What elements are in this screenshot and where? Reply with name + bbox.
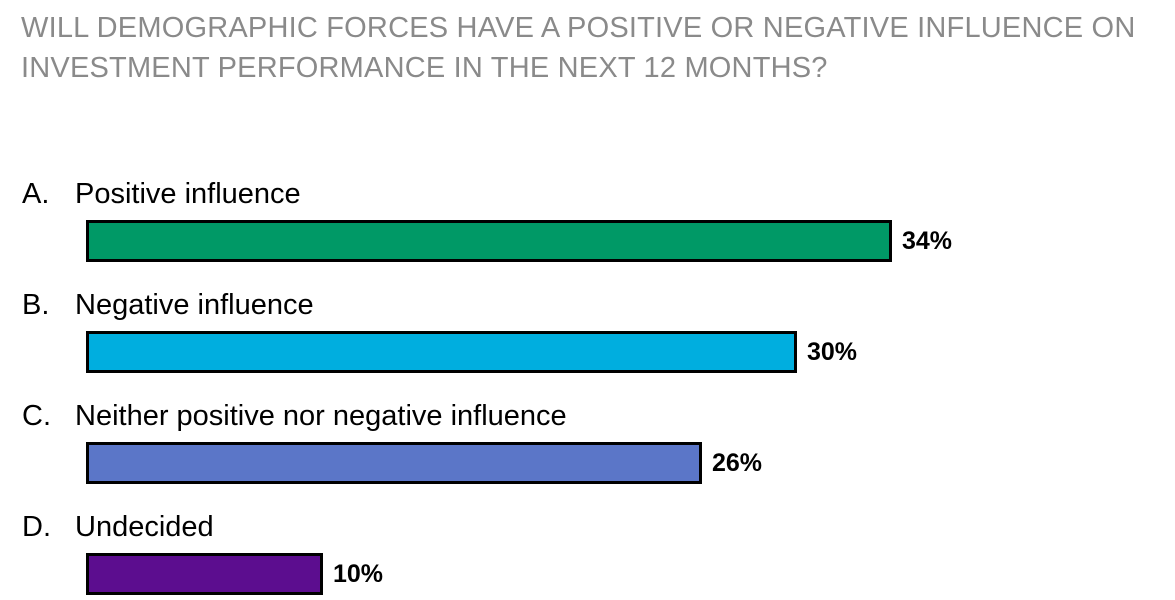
option-letter: B.: [22, 289, 50, 321]
option-label-row: A. Positive influence: [0, 178, 1175, 211]
option-bar-row: 10%: [0, 553, 1175, 595]
option-value-label: 10%: [333, 559, 384, 588]
option-bar: [86, 442, 702, 484]
option-label-row: C. Neither positive nor negative influen…: [0, 400, 1175, 433]
option-letter: C.: [22, 400, 51, 432]
option-label-row: B. Negative influence: [0, 289, 1175, 322]
option-label: Neither positive nor negative influence: [75, 400, 567, 432]
option-bar: [86, 220, 892, 262]
option-bar: [86, 331, 797, 373]
poll-option: C. Neither positive nor negative influen…: [0, 400, 1175, 484]
poll-option: A. Positive influence 34%: [0, 178, 1175, 262]
poll-option: B. Negative influence 30%: [0, 289, 1175, 373]
option-label: Negative influence: [75, 289, 314, 321]
option-label: Undecided: [75, 511, 214, 543]
option-letter: D.: [22, 511, 51, 543]
poll-options-list: A. Positive influence 34% B. Negative in…: [0, 178, 1175, 600]
option-label: Positive influence: [75, 178, 301, 210]
option-letter: A.: [22, 178, 50, 210]
poll-question-title: WILL DEMOGRAPHIC FORCES HAVE A POSITIVE …: [21, 12, 1136, 84]
option-bar-row: 34%: [0, 220, 1175, 262]
option-bar-row: 26%: [0, 442, 1175, 484]
option-value-label: 34%: [902, 226, 953, 255]
option-label-row: D. Undecided: [0, 511, 1175, 544]
option-value-label: 30%: [807, 337, 858, 366]
option-bar-row: 30%: [0, 331, 1175, 373]
option-bar: [86, 553, 323, 595]
option-value-label: 26%: [712, 448, 763, 477]
poll-option: D. Undecided 10%: [0, 511, 1175, 595]
